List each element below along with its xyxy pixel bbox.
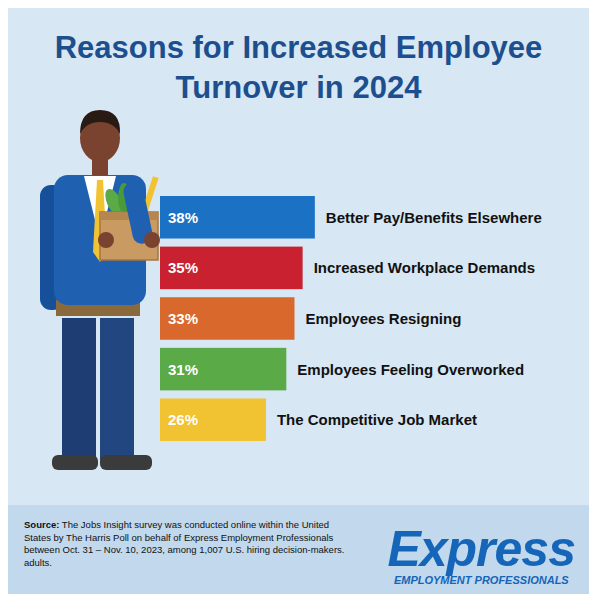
source-word: of	[171, 532, 182, 543]
person-leg	[100, 318, 134, 460]
title-line: Turnover in 2024	[176, 70, 423, 105]
source-word: behalf	[142, 532, 171, 543]
source-word: Jobs	[78, 519, 101, 530]
source-word: 31	[80, 544, 93, 555]
footer-background	[8, 505, 589, 594]
person-hair	[80, 110, 120, 134]
bar	[160, 297, 294, 340]
source-label: Source:	[24, 519, 59, 530]
source-word: was	[162, 519, 182, 530]
source-word: United	[299, 519, 329, 530]
category-label: The Competitive Job Market	[277, 411, 477, 428]
source-word: Professionals	[274, 532, 334, 543]
source-word: Nov.	[101, 544, 122, 555]
source-word: online	[228, 519, 256, 530]
source-word: 10,	[123, 544, 139, 555]
source-word: Harris	[82, 532, 110, 543]
source-word: Oct.	[60, 544, 80, 555]
category-label: Increased Workplace Demands	[314, 259, 535, 276]
source-word: within	[256, 519, 283, 530]
bar	[160, 247, 303, 290]
source-word: Insight	[101, 519, 132, 530]
source-word: survey	[132, 519, 163, 530]
panel-background	[8, 8, 589, 594]
infographic: Reasons for Increased Employee Turnover i…	[0, 0, 597, 602]
data-label: 35%	[168, 259, 198, 276]
bars	[160, 196, 315, 441]
person-hand	[144, 232, 160, 248]
category-label: Better Pay/Benefits Elsewhere	[326, 209, 542, 226]
data-label: 31%	[168, 361, 198, 378]
data-label: 26%	[168, 411, 198, 428]
source-word: hiring	[244, 544, 270, 555]
source-word: 2023,	[138, 544, 164, 555]
source-word: Poll	[110, 532, 128, 543]
title-line: Reasons for Increased Employee	[55, 30, 543, 65]
source-word: decision-makers.	[270, 544, 344, 555]
source-word: the	[283, 519, 299, 530]
source-word: conducted	[182, 519, 228, 530]
source-word: on	[129, 532, 142, 543]
source-note: Source: The Jobs Insight survey was cond…	[24, 519, 344, 568]
source-word: 1,007	[197, 544, 223, 555]
title: Reasons for Increased Employee Turnover i…	[55, 30, 543, 105]
source-word: Employment	[218, 532, 274, 543]
source-word: between	[24, 544, 60, 555]
data-labels: 38% 35% 33% 31% 26%	[168, 209, 198, 428]
category-label: Employees Feeling Overworked	[297, 361, 524, 378]
data-label: 33%	[168, 310, 198, 327]
person-hand	[98, 232, 114, 248]
source-word: The	[59, 519, 78, 530]
category-label: Employees Resigning	[305, 310, 461, 327]
source-word: adults.	[24, 557, 52, 568]
person-shoe	[52, 455, 98, 470]
person-leg	[62, 318, 96, 460]
person-shoe	[100, 455, 152, 470]
source-word: Express	[181, 532, 218, 543]
data-label: 38%	[168, 209, 198, 226]
bar	[160, 348, 286, 391]
source-word: by	[51, 532, 64, 543]
page-background	[0, 0, 597, 602]
source-word: States	[24, 532, 51, 543]
brand-tagline: EMPLOYMENT PROFESSIONALS	[394, 574, 569, 586]
brand-name: Express	[387, 521, 575, 577]
bar	[160, 196, 315, 239]
source-word: The	[64, 532, 83, 543]
bar	[160, 398, 266, 441]
person-illustration	[40, 110, 160, 470]
category-labels: Better Pay/Benefits Elsewhere Increased W…	[277, 209, 542, 428]
source-word: U.S.	[223, 544, 244, 555]
source-word: among	[165, 544, 197, 555]
